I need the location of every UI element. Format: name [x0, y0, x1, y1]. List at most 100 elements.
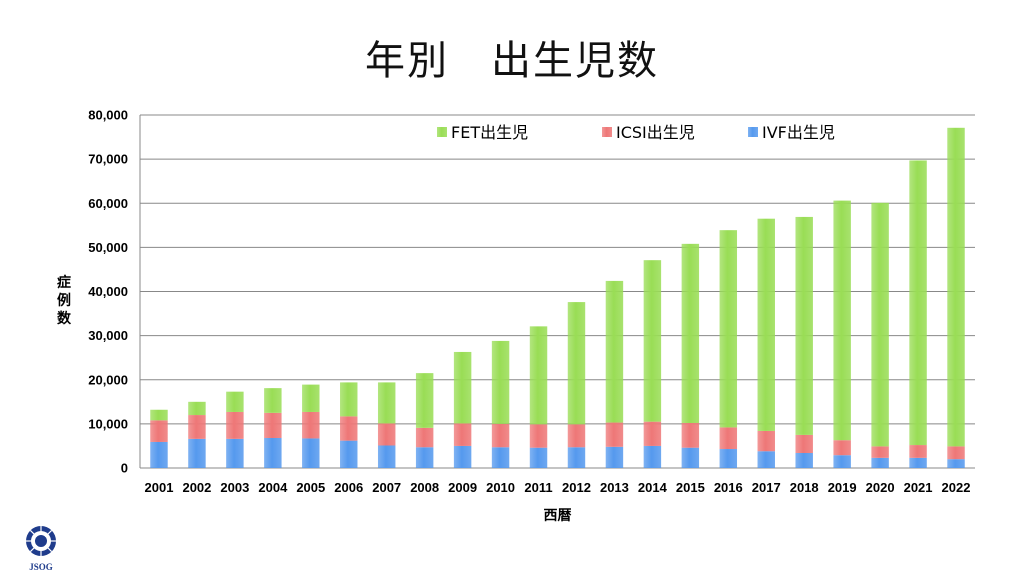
y-axis-title: 症例数 [57, 274, 72, 327]
bar-ivf-2015 [681, 447, 700, 468]
bar-fet-2020 [871, 202, 889, 447]
x-tick-label: 2019 [828, 480, 857, 495]
bar-ivf-2022 [947, 459, 965, 468]
y-tick-label: 40,000 [88, 284, 128, 299]
x-tick-label: 2010 [486, 480, 515, 495]
bar-fet-2010 [491, 340, 510, 424]
bar-icsi-2013 [605, 422, 624, 447]
bar-ivf-2018 [795, 452, 813, 468]
legend-swatch-icsi [602, 127, 612, 137]
y-tick-label: 10,000 [88, 416, 128, 431]
bar-icsi-2008 [415, 427, 434, 448]
x-tick-label: 2012 [562, 480, 591, 495]
y-tick-label: 80,000 [88, 108, 128, 123]
bar-icsi-2016 [719, 427, 738, 450]
bar-ivf-2012 [567, 447, 586, 468]
bar-fet-2022 [947, 127, 965, 447]
bar-ivf-2001 [150, 441, 168, 468]
x-tick-label: 2022 [942, 480, 971, 495]
bar-fet-2017 [757, 218, 775, 431]
x-tick-label: 2009 [448, 480, 477, 495]
y-tick-label: 20,000 [88, 372, 128, 387]
x-tick-label: 2007 [372, 480, 401, 495]
bar-fet-2016 [719, 230, 738, 428]
x-tick-label: 2016 [714, 480, 743, 495]
bar-icsi-2002 [188, 415, 206, 439]
bar-fet-2007 [377, 382, 396, 424]
bar-icsi-2011 [529, 424, 548, 448]
bar-icsi-2012 [567, 424, 586, 448]
x-tick-label: 2015 [676, 480, 705, 495]
y-tick-label: 50,000 [88, 240, 128, 255]
bar-icsi-2022 [947, 446, 965, 460]
bar-ivf-2009 [453, 445, 472, 468]
y-tick-labels: 0 10,000 20,000 30,000 40,000 50,000 60,000 70,… [88, 108, 128, 476]
y-tick-label: 70,000 [88, 152, 128, 167]
bar-icsi-2014 [643, 421, 662, 446]
x-tick-label: 2013 [600, 480, 629, 495]
bar-ivf-2003 [226, 438, 244, 468]
y-tick-label: 0 [121, 461, 128, 476]
bar-fet-2015 [681, 243, 700, 423]
bar-icsi-2019 [833, 440, 851, 456]
x-tick-label: 2020 [866, 480, 895, 495]
bar-icsi-2018 [795, 434, 813, 453]
slide-title: 年別 出生児数 [365, 38, 659, 84]
bar-icsi-2003 [226, 411, 244, 439]
bar-ivf-2006 [340, 440, 358, 468]
bar-fet-2002 [188, 401, 206, 416]
x-tick-label: 2011 [524, 480, 552, 495]
bar-icsi-2005 [302, 411, 320, 439]
x-tick-label: 2003 [220, 480, 249, 495]
bar-fet-2006 [340, 382, 358, 417]
bar-ivf-2020 [871, 457, 889, 468]
bar-fet-2001 [150, 409, 168, 421]
x-tick-label: 2002 [182, 480, 211, 495]
legend: FET出生児 ICSI出生児 IVF出生児 [437, 123, 835, 142]
legend-label-fet: FET出生児 [451, 123, 528, 142]
x-axis-title: 西暦 [544, 508, 572, 524]
bar-ivf-2010 [491, 447, 510, 468]
bar-fet-2004 [264, 388, 282, 413]
x-tick-label: 2021 [904, 480, 933, 495]
bar-icsi-2021 [909, 445, 927, 458]
bar-icsi-2009 [453, 423, 472, 446]
x-tick-label: 2001 [145, 480, 174, 495]
bar-fet-2013 [605, 280, 624, 423]
legend-swatch-ivf [748, 127, 758, 137]
bar-ivf-2021 [909, 457, 927, 468]
bar-icsi-2015 [681, 422, 700, 448]
x-tick-label: 2006 [334, 480, 363, 495]
bar-fet-2012 [567, 302, 586, 425]
bar-ivf-2016 [719, 449, 738, 468]
bar-ivf-2005 [302, 438, 320, 468]
bar-fet-2009 [453, 351, 472, 424]
bar-ivf-2002 [188, 438, 206, 468]
bar-ivf-2017 [757, 451, 775, 468]
bar-icsi-2007 [377, 423, 396, 446]
x-tick-label: 2004 [258, 480, 288, 495]
axis-titles: 西暦 症例数 [57, 274, 572, 524]
bar-fet-2014 [643, 260, 662, 422]
bar-icsi-2010 [491, 423, 510, 448]
legend-label-icsi: ICSI出生児 [616, 123, 695, 142]
y-tick-label: 30,000 [88, 328, 128, 343]
legend-swatch-fet [437, 127, 447, 137]
bars [150, 127, 965, 468]
logo-text: JSOG [29, 562, 53, 572]
x-tick-label: 2014 [638, 480, 668, 495]
bar-fet-2019 [833, 200, 851, 441]
bar-icsi-2017 [757, 430, 775, 452]
bar-icsi-2004 [264, 412, 282, 438]
bar-ivf-2007 [377, 445, 396, 468]
bar-ivf-2019 [833, 455, 851, 468]
bar-fet-2005 [302, 384, 320, 412]
bar-ivf-2008 [415, 447, 434, 468]
bar-icsi-2020 [871, 446, 889, 458]
bar-fet-2021 [909, 160, 927, 446]
bar-fet-2008 [415, 373, 434, 428]
y-tick-label: 60,000 [88, 196, 128, 211]
x-tick-label: 2017 [752, 480, 781, 495]
bar-icsi-2006 [340, 416, 358, 441]
